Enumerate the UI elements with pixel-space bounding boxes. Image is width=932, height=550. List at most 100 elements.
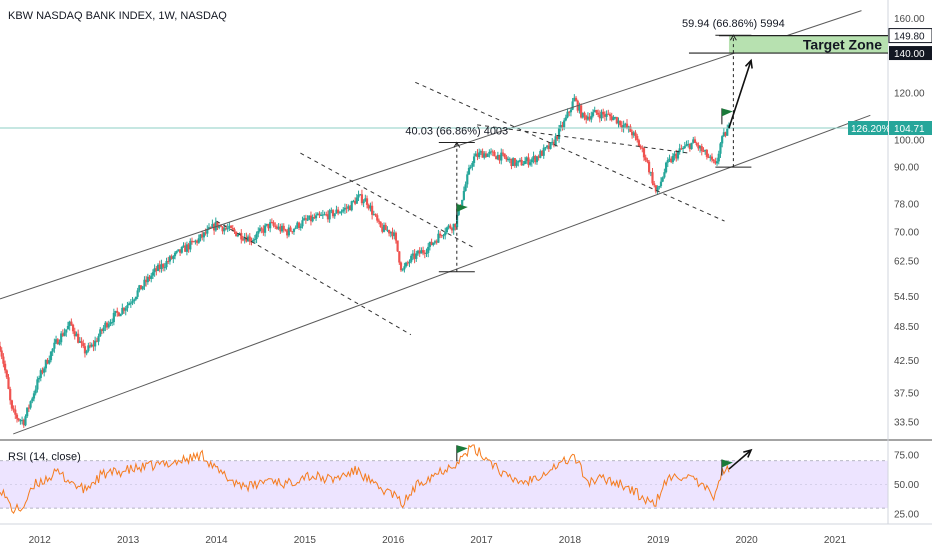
candle-body	[386, 229, 389, 231]
price-tick-label: 90.00	[894, 163, 919, 174]
candle-body	[2, 356, 5, 364]
candle-body	[608, 114, 612, 117]
candle-body	[206, 228, 209, 234]
candle-body	[688, 143, 691, 150]
candle-body	[707, 156, 710, 158]
candle-body	[262, 229, 265, 233]
candle-body	[685, 144, 688, 147]
candle-body	[642, 148, 646, 158]
candle-body	[472, 156, 476, 163]
candle-body	[493, 151, 496, 157]
candle-body	[698, 146, 702, 149]
candle-body	[362, 201, 365, 204]
candle-body	[326, 214, 330, 220]
flag-icon	[721, 108, 733, 117]
candle-body	[223, 228, 226, 232]
candle-body	[197, 238, 200, 243]
candle-body	[246, 236, 250, 242]
candle-body	[338, 212, 341, 214]
candle-body	[328, 210, 331, 220]
candle-body	[136, 290, 139, 297]
candle-body	[60, 333, 63, 343]
candle-body	[683, 146, 686, 148]
candle-body	[309, 215, 313, 222]
candle-body	[520, 159, 523, 166]
candle-body	[661, 177, 664, 182]
candle-body	[112, 312, 115, 323]
candle-body	[517, 160, 520, 163]
price-badge-current-text: 104.71	[894, 124, 925, 135]
candle-body	[467, 167, 471, 175]
candle-body	[483, 153, 486, 158]
candle-body	[629, 126, 632, 132]
candle-body	[393, 232, 396, 237]
candle-body	[172, 256, 175, 259]
candle-body	[430, 241, 433, 245]
price-tick-label: 37.50	[894, 389, 919, 400]
candle-body	[551, 141, 554, 143]
candle-body	[258, 228, 262, 232]
candle-body	[308, 215, 311, 220]
candle-body	[340, 211, 343, 213]
candle-body	[129, 302, 132, 304]
candle-body	[167, 261, 170, 263]
candle-body	[449, 225, 452, 229]
candle-body	[116, 310, 119, 313]
time-tick-label: 2015	[294, 535, 317, 546]
candle-body	[398, 251, 401, 263]
candle-body	[389, 231, 392, 234]
candle-body	[568, 111, 571, 113]
candle-body	[286, 230, 289, 236]
candle-body	[481, 151, 484, 158]
candle-body	[180, 247, 183, 253]
candle-body	[209, 227, 212, 229]
candle-body	[22, 419, 25, 426]
candle-body	[3, 363, 7, 371]
candle-body	[586, 116, 590, 120]
time-tick-label: 2012	[29, 535, 52, 546]
candle-body	[345, 207, 348, 209]
candle-body	[374, 214, 377, 216]
candle-body	[534, 156, 537, 163]
candle-body	[471, 162, 474, 167]
candle-body	[506, 159, 510, 161]
candle-body	[437, 233, 440, 243]
price-tick-label: 100.00	[894, 135, 925, 146]
candle-body	[554, 136, 557, 146]
candle-body	[5, 370, 8, 378]
candle-body	[408, 261, 411, 263]
candle-body	[656, 187, 659, 192]
candle-body	[675, 153, 678, 159]
candle-body	[155, 268, 158, 271]
candle-body	[87, 345, 90, 351]
candle-body	[647, 161, 651, 173]
candle-body	[597, 112, 600, 115]
candle-body	[289, 227, 292, 232]
candle-body	[0, 350, 3, 357]
candle-body	[376, 215, 379, 221]
candle-body	[102, 327, 105, 332]
candle-body	[401, 269, 404, 271]
candle-body	[595, 110, 598, 113]
candle-body	[70, 321, 73, 325]
candle-body	[202, 232, 206, 238]
candle-body	[659, 181, 663, 187]
candle-body	[37, 377, 41, 380]
candle-body	[588, 116, 591, 120]
candle-body	[416, 250, 420, 254]
candle-body	[44, 359, 47, 369]
candle-body	[65, 329, 68, 333]
candle-body	[495, 156, 498, 160]
candle-body	[653, 183, 656, 186]
rsi-arrow-head	[743, 448, 753, 458]
candle-body	[75, 333, 78, 337]
candle-body	[320, 215, 323, 217]
candle-body	[600, 111, 603, 119]
candle-body	[549, 142, 552, 149]
candle-body	[552, 141, 556, 146]
candle-body	[177, 249, 180, 251]
dashed-channel-line	[415, 81, 725, 222]
candle-body	[138, 285, 141, 291]
candle-body	[639, 146, 642, 148]
